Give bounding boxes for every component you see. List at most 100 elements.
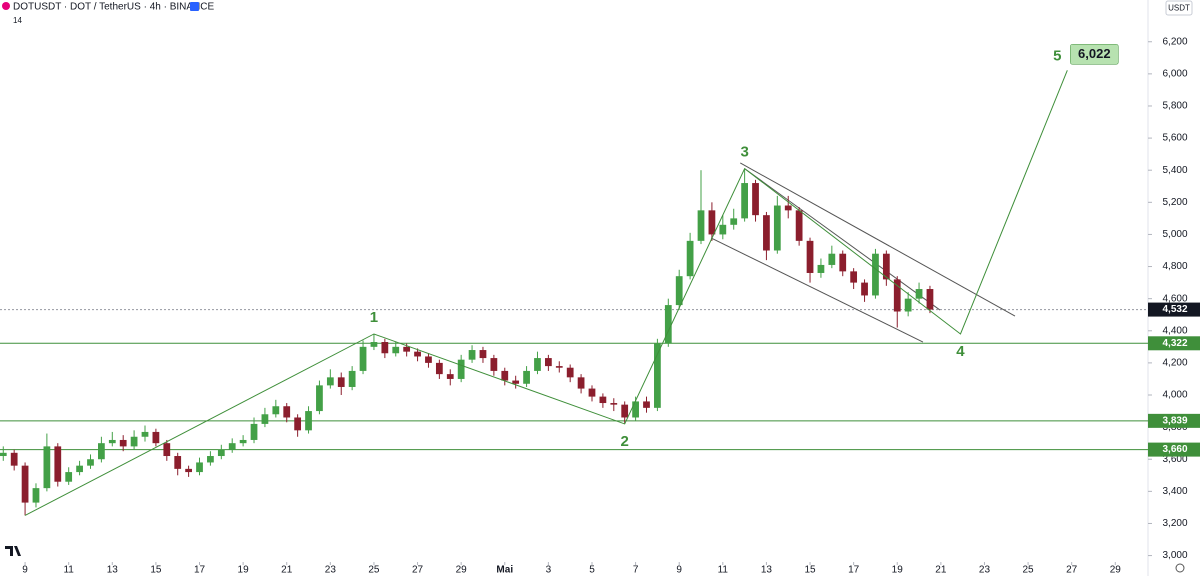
candle-body: [926, 289, 934, 310]
candle-body: [730, 218, 738, 225]
candle-body: [708, 210, 716, 235]
wave-label: 4: [956, 343, 965, 360]
candle-body: [850, 271, 858, 283]
level-tag-label: 3,839: [1162, 415, 1187, 426]
candle-body: [577, 377, 585, 389]
y-tick-label: 5,600: [1162, 133, 1187, 144]
candle-body: [185, 468, 192, 473]
candle-body: [588, 388, 596, 397]
candle-body: [610, 403, 618, 405]
x-tick-label: 15: [150, 565, 162, 576]
candle-body: [490, 358, 498, 371]
x-tick-label: 25: [368, 565, 380, 576]
x-tick-label: 21: [281, 565, 293, 576]
candle-body: [359, 346, 367, 371]
x-tick-label: 13: [107, 565, 119, 576]
x-tick-label: 25: [1023, 565, 1035, 576]
candle-body: [414, 351, 421, 357]
candle-body: [425, 356, 432, 363]
target-label: 6,022: [1078, 46, 1111, 61]
x-tick-label: 9: [22, 565, 28, 576]
y-tick-label: 4,600: [1162, 293, 1187, 304]
trendline: [740, 162, 1016, 317]
x-tick-label: 19: [238, 565, 250, 576]
candle-body: [435, 362, 443, 375]
flag-icon[interactable]: [190, 2, 199, 11]
candle-body: [882, 253, 890, 280]
candle-body: [43, 446, 51, 489]
currency-label[interactable]: USDT: [1168, 4, 1190, 13]
level-tag: [1148, 442, 1200, 457]
wave-label: 1: [370, 309, 378, 326]
candle-body: [872, 253, 879, 296]
candle-body: [817, 264, 825, 273]
y-tick-label: 3,400: [1162, 486, 1187, 497]
wave-path: [24, 70, 1068, 516]
x-tick-label: 15: [804, 565, 816, 576]
candle-body: [130, 436, 138, 447]
target-box: [1070, 44, 1119, 65]
candle-body: [479, 350, 487, 359]
y-tick-label: 4,400: [1162, 325, 1187, 336]
y-tick-label: 5,800: [1162, 101, 1187, 112]
candle-body: [348, 370, 356, 387]
x-tick-label: 3: [546, 565, 552, 576]
wave-label: 2: [621, 433, 629, 450]
candle-body: [795, 210, 803, 241]
candle-body: [773, 205, 781, 251]
candle-body: [686, 240, 694, 277]
x-tick-label: 9: [676, 565, 682, 576]
x-tick-label: 19: [892, 565, 904, 576]
candle-body: [152, 431, 160, 444]
x-tick-label: 13: [761, 565, 773, 576]
candle-body: [697, 210, 705, 241]
x-tick-label: 29: [1110, 565, 1122, 576]
candle-body: [326, 377, 334, 386]
candle-body: [337, 377, 345, 387]
y-tick-label: 4,800: [1162, 261, 1187, 272]
candle-body: [261, 414, 269, 424]
candle-body: [599, 396, 607, 404]
candle-body: [566, 367, 574, 378]
price-tag: [1148, 302, 1200, 317]
wave-label: 3: [740, 144, 748, 161]
candle-body: [163, 443, 171, 457]
candle-body: [468, 350, 476, 360]
candle-body: [76, 465, 83, 473]
currency-button[interactable]: [1165, 0, 1193, 16]
candle-body: [523, 370, 530, 384]
candle-body: [664, 305, 672, 344]
settings-icon[interactable]: [1175, 563, 1185, 573]
candle-body: [446, 374, 454, 379]
candle-body: [10, 452, 18, 466]
y-tick-label: 3,200: [1162, 518, 1187, 529]
candle-body: [0, 452, 7, 457]
candle-body: [501, 370, 509, 381]
price-tag-label: 4,532: [1162, 304, 1187, 315]
candle-body: [21, 465, 29, 503]
y-tick-label: 4,200: [1162, 358, 1187, 369]
candle-body: [381, 342, 389, 354]
tv-logo[interactable]: [5, 546, 21, 556]
candle-body: [893, 279, 901, 312]
candle-body: [65, 472, 73, 482]
candle-body: [654, 343, 661, 408]
candle-body: [534, 358, 541, 371]
candle-body: [806, 240, 814, 273]
level-tag: [1148, 413, 1200, 428]
y-tick-label: 3,000: [1162, 550, 1187, 561]
candle-body: [272, 406, 280, 415]
candle-body: [752, 183, 759, 216]
x-tick-label: 11: [63, 565, 74, 576]
candle-body: [555, 366, 563, 368]
x-tick-label: 23: [325, 565, 337, 576]
candle-body: [228, 443, 236, 450]
x-tick-label: 29: [456, 565, 468, 576]
candle-body: [719, 224, 727, 235]
x-tick-label: 23: [979, 565, 991, 576]
candle-body: [174, 456, 182, 469]
x-tick-label: 27: [412, 565, 424, 576]
candle-body: [621, 404, 629, 418]
candle-body: [196, 462, 203, 473]
